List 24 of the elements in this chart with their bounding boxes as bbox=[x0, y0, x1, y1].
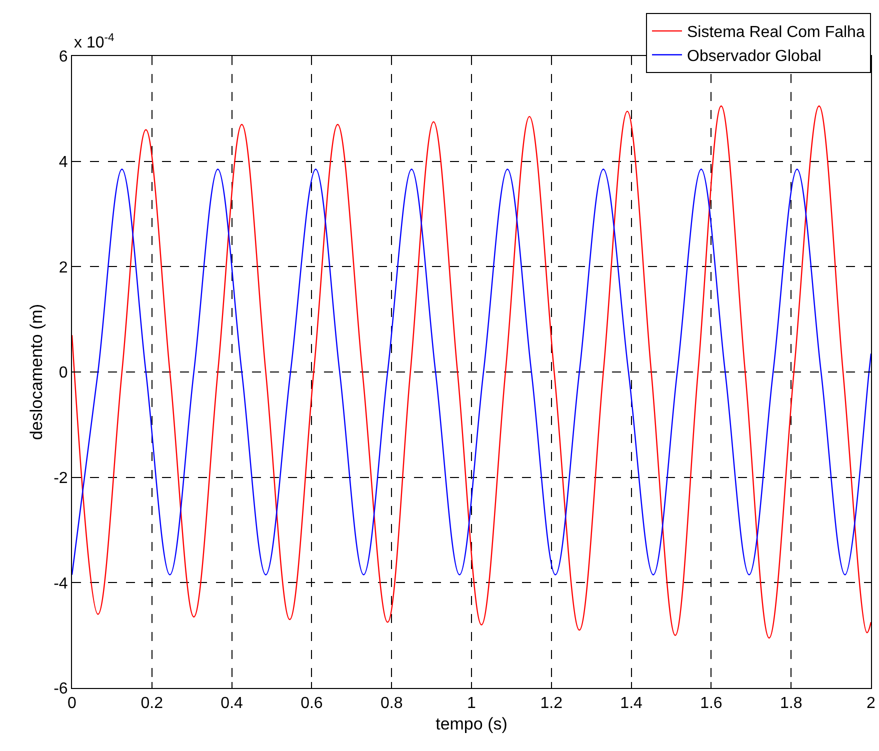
y-tick-label: -6 bbox=[54, 680, 68, 698]
y-tick-label: 4 bbox=[58, 154, 68, 171]
x-tick-label: 1.4 bbox=[620, 695, 643, 712]
x-tick-label: 0.6 bbox=[300, 695, 323, 712]
y-tick-label: 0 bbox=[58, 364, 68, 382]
x-tick-label: 0.4 bbox=[220, 695, 244, 712]
x-axis-title: tempo (s) bbox=[436, 714, 508, 734]
y-axis-title: deslocamento (m) bbox=[27, 304, 46, 440]
y-tick-label: 2 bbox=[58, 259, 68, 276]
text: x 10$^{-4}$ bbox=[74, 32, 114, 52]
x-tick-label: 0.8 bbox=[380, 695, 403, 712]
legend-label: Observador Global bbox=[687, 48, 822, 65]
x-tick-label: 0.2 bbox=[140, 695, 164, 712]
y-tick-label: -4 bbox=[54, 575, 68, 592]
y-tick-label: -2 bbox=[54, 470, 68, 487]
x-tick-label: 1 bbox=[467, 695, 476, 712]
x-tick-label: 2 bbox=[866, 695, 876, 712]
x-tick-label: 1.8 bbox=[780, 695, 802, 712]
line-series bbox=[72, 168, 871, 576]
line-series bbox=[72, 105, 871, 639]
x-tick-label: 1.6 bbox=[700, 695, 722, 712]
legend-label: Sistema Real Com Falha bbox=[687, 24, 865, 42]
x-tick-label: 1.2 bbox=[540, 695, 563, 712]
y-tick-label: 6 bbox=[58, 48, 68, 66]
